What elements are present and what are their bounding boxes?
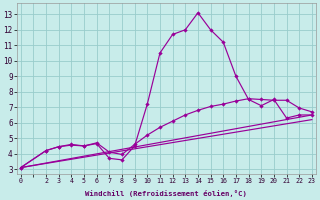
X-axis label: Windchill (Refroidissement éolien,°C): Windchill (Refroidissement éolien,°C): [85, 190, 247, 197]
